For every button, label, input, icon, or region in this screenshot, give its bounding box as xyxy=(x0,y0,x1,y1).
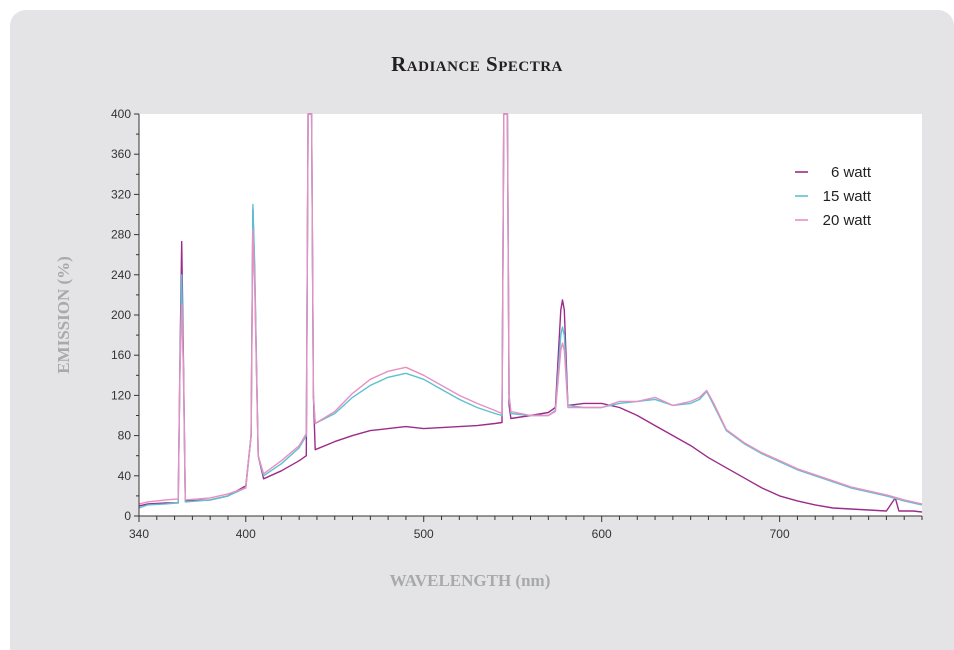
x-tick-label: 700 xyxy=(770,527,790,541)
y-tick-label: 0 xyxy=(124,509,131,523)
y-tick-label: 120 xyxy=(111,388,131,402)
x-tick-label: 500 xyxy=(414,527,434,541)
x-axis-title: WAVELENGTH (nm) xyxy=(390,571,551,590)
y-tick-label: 280 xyxy=(111,228,131,242)
plot-area xyxy=(139,114,922,516)
y-tick-label: 400 xyxy=(111,107,131,121)
y-tick-label: 200 xyxy=(111,308,131,322)
legend-label: 20 watt xyxy=(823,212,872,229)
x-tick-label: 400 xyxy=(236,527,256,541)
y-tick-label: 360 xyxy=(111,147,131,161)
y-tick-label: 320 xyxy=(111,187,131,201)
y-tick-label: 240 xyxy=(111,268,131,282)
y-tick-label: 40 xyxy=(118,469,132,483)
y-tick-label: 80 xyxy=(118,429,132,443)
legend-label: 15 watt xyxy=(823,188,872,205)
y-axis-title: EMISSION (%) xyxy=(54,256,73,374)
y-tick-label: 160 xyxy=(111,348,131,362)
x-tick-label: 600 xyxy=(592,527,612,541)
chart-title: Radiance Spectra xyxy=(391,52,563,76)
legend-label: 6 watt xyxy=(831,164,872,181)
x-tick-label: 340 xyxy=(129,527,149,541)
legend: 6 watt 15 watt 20 watt xyxy=(795,164,872,229)
series-line-2 xyxy=(138,113,923,505)
